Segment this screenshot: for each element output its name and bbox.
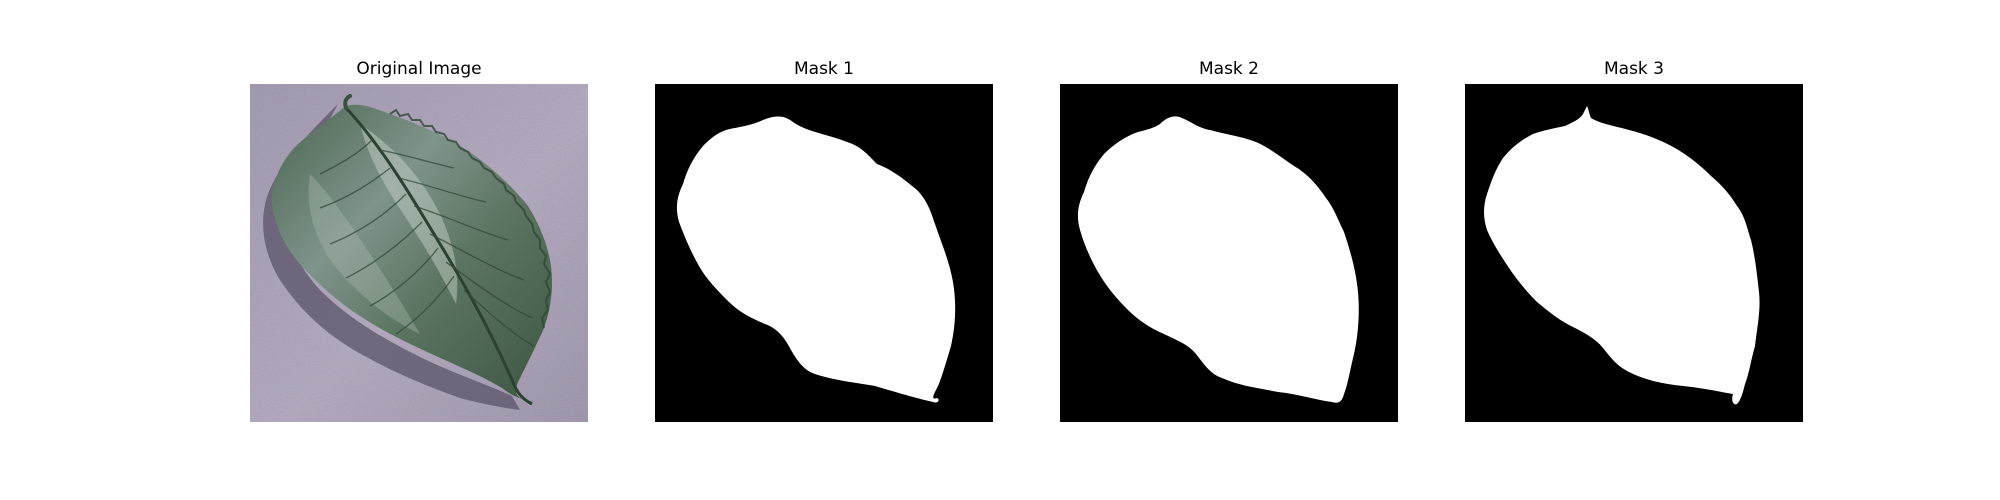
leaf-midrib [344,106,533,406]
panel-mask-2: Mask 2 [1060,57,1398,422]
panel-original-image: Original Image [250,57,588,422]
leaf [272,104,552,403]
original-leaf-photo [250,84,588,422]
panel-title: Mask 2 [1198,59,1259,79]
panel-mask-3: Mask 3 [1465,57,1803,422]
panel-mask-1: Mask 1 [655,57,993,422]
leaf-stem [343,94,352,110]
leaf-shadow [263,104,520,410]
panel-title: Original Image [356,59,482,79]
mask-region [1484,106,1760,405]
panel-title: Mask 3 [1603,59,1664,79]
mask-1-image [655,84,993,422]
panel-title: Mask 1 [793,59,854,79]
mask-3-image [1465,84,1803,422]
mask-region [676,116,956,403]
mask-2-image [1060,84,1398,422]
mask-region [1077,116,1359,403]
